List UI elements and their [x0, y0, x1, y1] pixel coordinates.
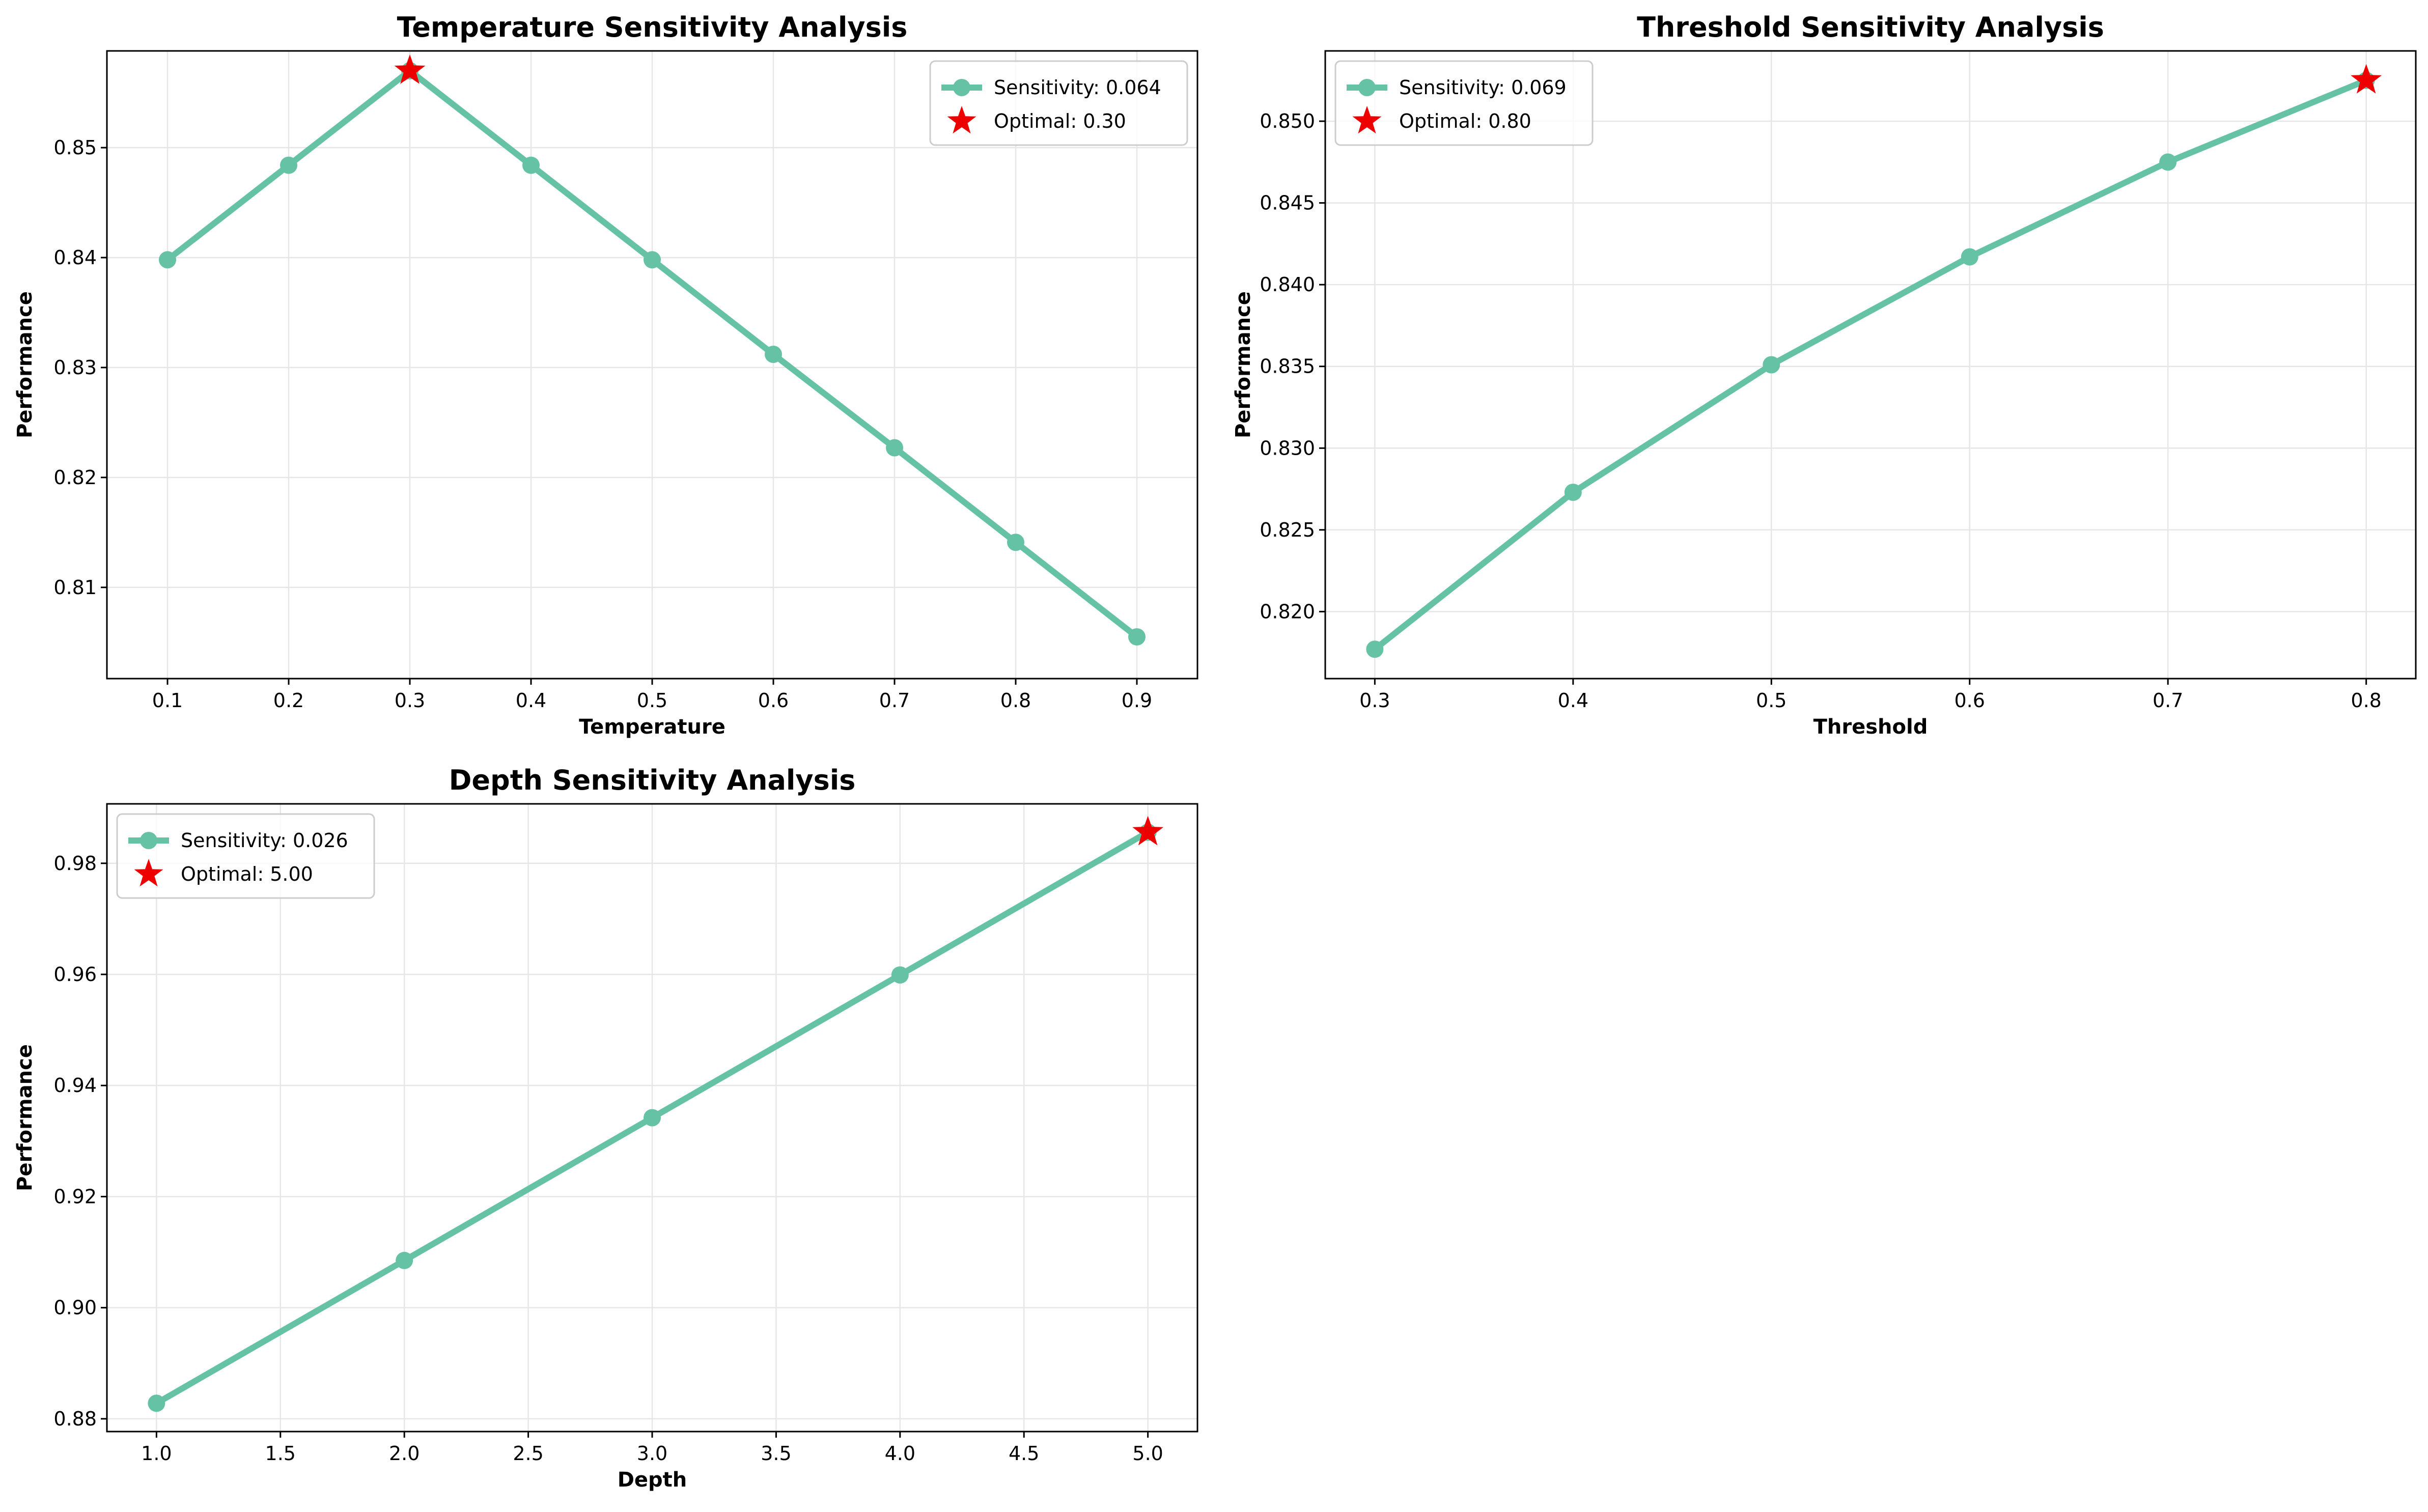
data-point [396, 1251, 413, 1269]
legend-box [929, 60, 1188, 146]
legend-star-icon [1352, 106, 1382, 134]
x-tick-label: 0.5 [1756, 689, 1787, 712]
x-tick-label: 4.0 [885, 1442, 915, 1465]
y-tick-label: 0.850 [1260, 110, 1315, 132]
y-tick-label: 0.85 [53, 136, 97, 159]
legend: Sensitivity: 0.064 Optimal: 0.30 [929, 60, 1188, 146]
optimal-star-icon [2351, 64, 2382, 94]
x-tick-label: 0.8 [2351, 689, 2381, 712]
x-tick-label: 0.7 [2153, 689, 2183, 712]
x-tick-label: 0.7 [879, 689, 910, 712]
y-axis-label: Performance [13, 1044, 37, 1191]
y-tick-label: 0.820 [1260, 600, 1315, 623]
subplot-1: 0.1 0.2 0.3 0.4 0.5 0.6 0.7 0.8 0.9 0.81 0.82 0.83 0… [13, 11, 1198, 739]
x-tick-label: 1.0 [141, 1442, 172, 1465]
y-tick-label: 0.840 [1260, 273, 1315, 296]
y-tick-label: 0.88 [53, 1408, 97, 1430]
data-point [886, 439, 903, 457]
subplot-3: 1.0 1.5 2.0 2.5 3.0 3.5 4.0 4.5 5.0 0.88 0.90 0.92 0… [13, 764, 1198, 1492]
data-point [1128, 628, 1146, 646]
x-tick-label: 0.1 [152, 689, 183, 712]
x-tick-label: 3.0 [637, 1442, 667, 1465]
x-tick-label: 3.5 [761, 1442, 791, 1465]
legend-label-sensitivity: Sensitivity: 0.069 [1399, 76, 1567, 99]
data-point [644, 1109, 661, 1127]
y-tick-label: 0.96 [53, 963, 97, 986]
subplot-2: 0.3 0.4 0.5 0.6 0.7 0.8 0.820 0.825 0.830 0.835 0.… [1232, 11, 2417, 739]
x-tick-label: 2.5 [513, 1442, 543, 1465]
data-point [644, 251, 661, 269]
legend-label-sensitivity: Sensitivity: 0.026 [181, 829, 348, 852]
x-tick-label: 0.5 [637, 689, 667, 712]
y-tick-label: 0.84 [53, 246, 97, 269]
legend-label-optimal: Optimal: 0.30 [994, 110, 1126, 132]
data-point [1007, 534, 1024, 551]
x-tick-label: 0.9 [1122, 689, 1152, 712]
x-axis-label: Depth [618, 1468, 687, 1492]
x-tick-label: 0.3 [1359, 689, 1390, 712]
data-point [765, 345, 782, 363]
x-tick-label: 5.0 [1132, 1442, 1163, 1465]
y-tick-label: 0.830 [1260, 437, 1315, 459]
x-tick-label: 0.3 [395, 689, 425, 712]
y-tick-label: 0.825 [1260, 519, 1315, 541]
chart-title: Depth Sensitivity Analysis [449, 764, 856, 796]
x-tick-label: 1.5 [265, 1442, 296, 1465]
series-line [1372, 77, 2369, 653]
x-tick-label: 0.4 [516, 689, 546, 712]
data-point [1564, 483, 1582, 501]
legend-label-optimal: Optimal: 0.80 [1399, 110, 1531, 132]
x-tick-label: 2.0 [389, 1442, 420, 1465]
y-tick-label: 0.845 [1260, 192, 1315, 214]
legend-box [1334, 60, 1594, 146]
data-point [2159, 153, 2177, 171]
optimal-star-icon [394, 54, 426, 84]
x-tick-label: 0.4 [1558, 689, 1588, 712]
data-point [1763, 356, 1780, 374]
data-point [891, 966, 909, 984]
chart-title: Threshold Sensitivity Analysis [1637, 11, 2104, 43]
legend-box [116, 813, 375, 899]
data-point [1366, 640, 1384, 658]
y-tick-label: 0.81 [53, 576, 97, 599]
data-point [522, 156, 540, 174]
x-axis-label: Temperature [579, 715, 725, 739]
data-point [159, 251, 176, 269]
y-axis-label: Performance [13, 291, 37, 438]
y-tick-label: 0.98 [53, 852, 97, 875]
y-tick-label: 0.94 [53, 1074, 97, 1097]
legend-label-sensitivity: Sensitivity: 0.064 [994, 76, 1161, 99]
legend: Sensitivity: 0.069 Optimal: 0.80 [1334, 60, 1594, 146]
optimal-star-icon [1132, 816, 1164, 846]
data-point [280, 156, 297, 174]
data-point [1961, 248, 1978, 266]
x-tick-label: 0.2 [273, 689, 304, 712]
y-axis-label: Performance [1232, 291, 1255, 438]
legend-marker-swatch [140, 832, 157, 849]
legend-marker-swatch [1358, 79, 1376, 96]
legend-star-icon [947, 106, 976, 134]
legend-label-optimal: Optimal: 5.00 [181, 863, 313, 885]
y-tick-label: 0.90 [53, 1297, 97, 1319]
y-tick-label: 0.82 [53, 466, 97, 489]
x-tick-label: 0.8 [1000, 689, 1031, 712]
y-tick-label: 0.92 [53, 1185, 97, 1208]
x-tick-label: 0.6 [758, 689, 789, 712]
legend-marker-swatch [953, 79, 970, 96]
gridlines [107, 804, 1197, 1432]
chart-title: Temperature Sensitivity Analysis [397, 11, 908, 43]
y-tick-label: 0.83 [53, 356, 97, 379]
legend-star-icon [134, 859, 163, 887]
plot-frame [1324, 50, 2417, 680]
legend: Sensitivity: 0.026 Optimal: 5.00 [116, 813, 375, 899]
y-tick-label: 0.835 [1260, 355, 1315, 378]
data-point [148, 1394, 165, 1412]
x-tick-label: 0.6 [1955, 689, 1985, 712]
x-axis-label: Threshold [1813, 715, 1928, 739]
x-tick-label: 4.5 [1009, 1442, 1039, 1465]
